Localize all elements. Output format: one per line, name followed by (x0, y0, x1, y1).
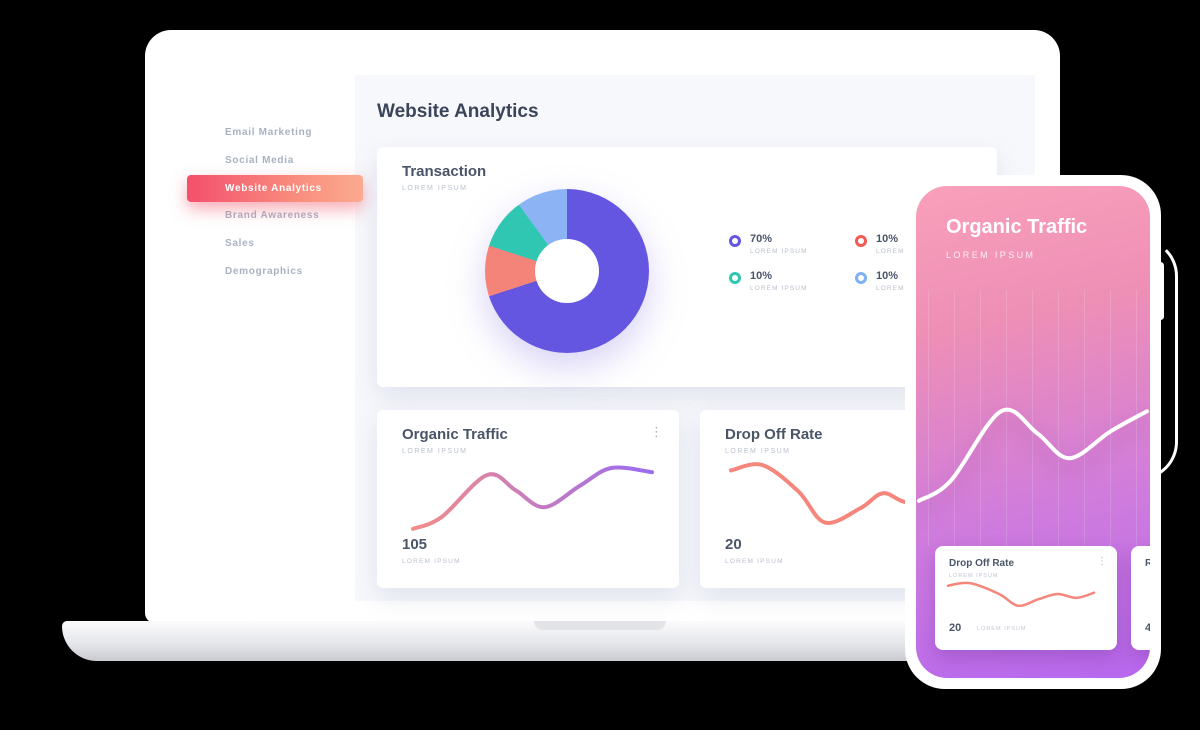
sidebar: Email Marketing Social Media Website Ana… (175, 75, 363, 601)
phone-card-value: 20 (949, 622, 962, 634)
phone-card-subtitle: LOREM IPSUM (949, 573, 999, 579)
transaction-card-subtitle: LOREM IPSUM (402, 185, 468, 192)
dropoff-card-value-label: LOREM IPSUM (725, 558, 784, 565)
legend-item: 70% LOREM IPSUM (729, 233, 808, 255)
legend-value: 10% (876, 270, 899, 282)
sidebar-item-website-analytics[interactable]: Website Analytics (187, 175, 363, 202)
legend-label: LOREM IPSUM (750, 285, 808, 292)
phone-gridlines (928, 290, 1150, 546)
dropoff-card-subtitle: LOREM IPSUM (725, 448, 791, 455)
legend-label: LOREM IPSUM (876, 285, 933, 292)
organic-traffic-card: Organic Traffic LOREM IPSUM ⋮ 105 L (377, 410, 679, 588)
transaction-donut-chart (485, 189, 649, 353)
organic-line-chart (411, 465, 654, 531)
organic-card-value: 105 (402, 536, 428, 553)
phone-card-title: R (1145, 558, 1150, 569)
transaction-card: Transaction LOREM IPSUM 70% LOREM IPSUM … (377, 147, 997, 387)
phone-card-title: Drop Off Rate (949, 558, 1014, 569)
phone-card-value-label: LOREM IPSUM (977, 626, 1027, 632)
phone-page-title: Organic Traffic (946, 216, 1088, 238)
legend-item: 10% LOREM IPSUM (855, 233, 934, 255)
phone-card-value: 4 (1145, 622, 1150, 634)
legend-item: 10% LOREM IPSUM (729, 270, 808, 292)
phone-partial-card: R 4 (1131, 546, 1150, 650)
legend-value: 10% (876, 233, 899, 245)
phone-mockup: Organic Traffic LOREM IPSUM Drop Off Rat… (905, 175, 1161, 689)
legend-label: LOREM IPSUM (876, 248, 933, 255)
kebab-menu-icon[interactable]: ⋮ (1097, 556, 1107, 567)
organic-card-subtitle: LOREM IPSUM (402, 448, 468, 455)
phone-card-line-chart (946, 581, 1096, 608)
organic-card-value-label: LOREM IPSUM (402, 558, 461, 565)
sidebar-item-brand-awareness[interactable]: Brand Awareness (225, 210, 320, 221)
sidebar-item-social-media[interactable]: Social Media (225, 155, 294, 166)
legend-label: LOREM IPSUM (750, 248, 808, 255)
donut-hole (535, 239, 599, 303)
legend-ring-icon (729, 235, 741, 247)
page-title: Website Analytics (377, 101, 539, 122)
sidebar-item-sales[interactable]: Sales (225, 238, 255, 249)
phone-dropoff-card: Drop Off Rate LOREM IPSUM ⋮ 20 LOREM IPS… (935, 546, 1117, 650)
organic-card-title: Organic Traffic (402, 426, 508, 443)
phone-cards-row: Drop Off Rate LOREM IPSUM ⋮ 20 LOREM IPS… (935, 546, 1150, 650)
legend-value: 10% (750, 270, 773, 282)
dropoff-card-title: Drop Off Rate (725, 426, 823, 443)
legend-ring-icon (729, 272, 741, 284)
kebab-menu-icon[interactable]: ⋮ (650, 424, 663, 439)
sidebar-item-email-marketing[interactable]: Email Marketing (225, 127, 313, 138)
legend-ring-icon (855, 272, 867, 284)
legend-item: 10% LOREM IPSUM (855, 270, 934, 292)
dropoff-card-value: 20 (725, 536, 742, 553)
decorative-swoosh (1140, 238, 1178, 480)
legend-ring-icon (855, 235, 867, 247)
sidebar-item-demographics[interactable]: Demographics (225, 266, 303, 277)
legend-value: 70% (750, 233, 773, 245)
phone-side-button (1157, 262, 1164, 320)
phone-page-subtitle: LOREM IPSUM (946, 250, 1036, 260)
phone-line-chart (917, 407, 1149, 503)
transaction-card-title: Transaction (402, 163, 487, 180)
phone-screen: Organic Traffic LOREM IPSUM Drop Off Rat… (916, 186, 1150, 678)
